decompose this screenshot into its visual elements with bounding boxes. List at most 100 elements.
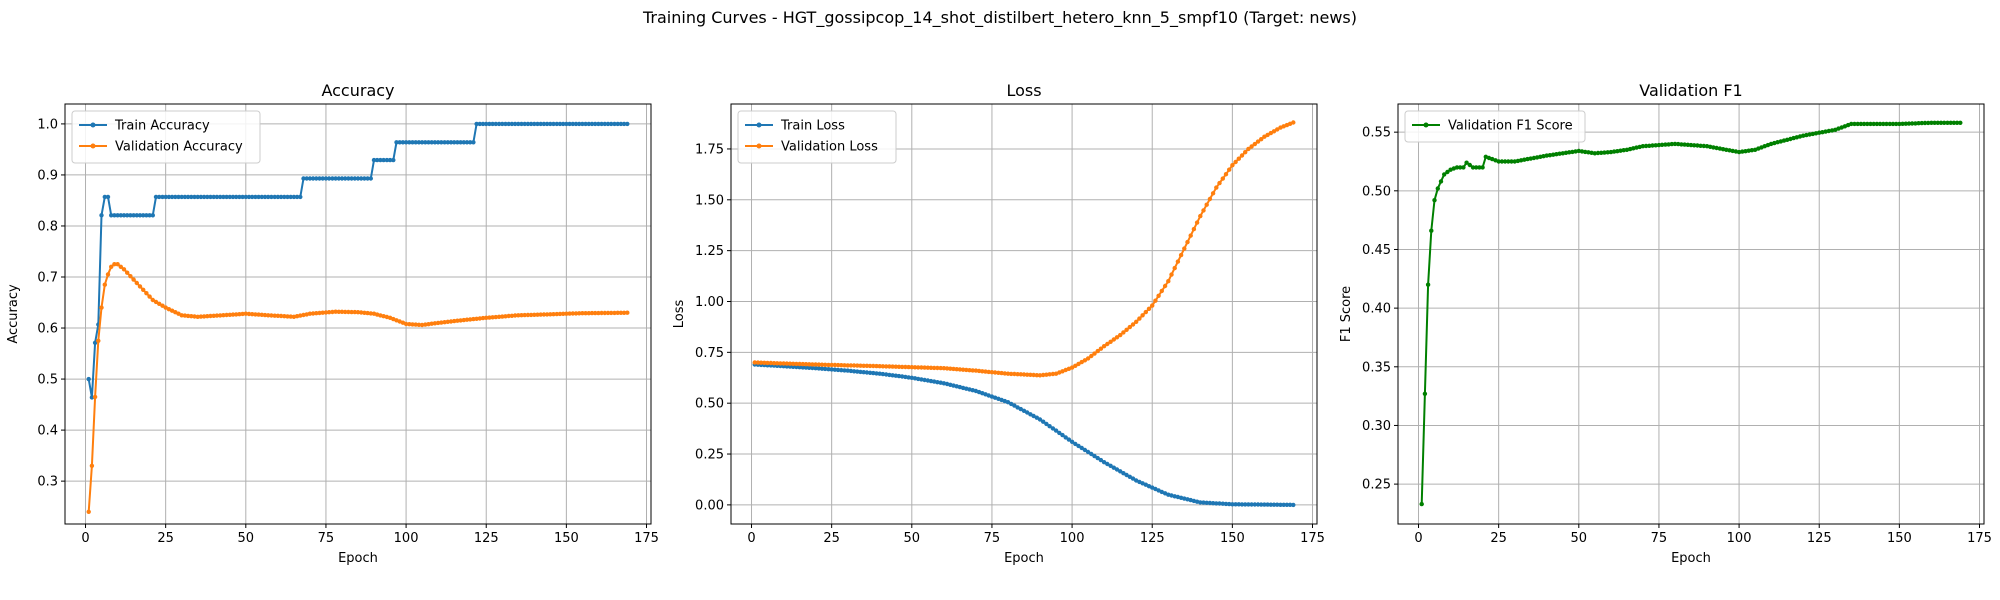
data-point	[877, 364, 882, 369]
data-point	[1647, 143, 1652, 148]
data-point	[755, 360, 761, 365]
data-point	[1884, 121, 1889, 127]
data-point	[458, 140, 463, 145]
y-tick-label: 1.00	[695, 295, 724, 310]
data-point	[131, 277, 136, 282]
data-point	[153, 194, 159, 200]
data-point	[1698, 143, 1703, 148]
data-point	[615, 121, 620, 127]
data-point	[1611, 149, 1617, 154]
data-point	[944, 366, 950, 371]
data-point	[1134, 319, 1139, 324]
data-point	[1121, 471, 1126, 476]
data-point	[1922, 120, 1928, 126]
data-point	[288, 194, 293, 200]
data-point	[855, 369, 860, 374]
data-point	[1890, 121, 1896, 127]
data-point	[137, 284, 143, 289]
data-point	[1855, 121, 1860, 127]
data-point	[445, 140, 450, 145]
data-point	[816, 362, 821, 367]
data-point	[583, 121, 588, 127]
data-point	[1227, 167, 1232, 172]
data-point	[490, 315, 495, 320]
data-point	[887, 372, 892, 378]
data-point	[605, 310, 611, 316]
data-point	[762, 360, 767, 365]
data-point	[596, 310, 601, 316]
data-point	[1900, 121, 1905, 127]
data-point	[1198, 500, 1203, 505]
chart-3: Validation F1 0 25 50 75 100 125 150 175 0.25 0.30…	[1339, 81, 1992, 566]
data-point	[989, 370, 995, 375]
data-point	[509, 121, 515, 127]
data-point	[125, 213, 130, 218]
data-point	[224, 312, 229, 318]
chart-title: Loss	[1006, 81, 1041, 100]
data-point	[1499, 159, 1505, 164]
data-point	[416, 140, 422, 145]
data-point	[1162, 283, 1168, 289]
data-point	[797, 361, 802, 367]
data-point	[538, 121, 543, 127]
data-point	[845, 363, 850, 368]
data-point	[1153, 298, 1158, 303]
data-point	[294, 194, 300, 200]
data-point	[102, 194, 108, 200]
data-point	[368, 311, 373, 316]
data-point	[1865, 121, 1870, 127]
data-point	[826, 362, 831, 368]
data-point	[147, 213, 152, 218]
data-point	[1098, 457, 1104, 463]
data-point	[403, 140, 409, 145]
data-point	[234, 312, 239, 317]
data-point	[1069, 365, 1075, 370]
data-point	[602, 310, 607, 316]
data-point	[1858, 121, 1864, 127]
data-point	[1929, 120, 1934, 126]
data-point	[861, 363, 866, 368]
data-point	[752, 360, 757, 365]
data-point	[253, 194, 258, 200]
data-point	[394, 140, 399, 145]
data-point	[317, 310, 322, 316]
data-point	[1897, 121, 1902, 127]
data-point	[1881, 121, 1886, 127]
data-point	[285, 194, 290, 200]
data-point	[1210, 501, 1216, 506]
data-point	[221, 313, 226, 318]
data-point	[900, 374, 905, 379]
data-point	[1852, 121, 1857, 127]
data-point	[548, 312, 553, 317]
data-point	[230, 312, 236, 317]
data-point	[1243, 502, 1248, 507]
data-point	[967, 368, 972, 373]
data-point	[544, 312, 550, 317]
series-validation-accuracy	[86, 262, 630, 514]
data-point	[109, 213, 114, 218]
data-point	[182, 313, 188, 318]
data-point	[1252, 141, 1258, 147]
data-point	[243, 311, 248, 316]
data-point	[810, 365, 815, 371]
data-point	[970, 368, 975, 373]
data-point	[874, 371, 879, 376]
data-point	[1284, 502, 1290, 507]
data-point	[403, 321, 409, 327]
data-point	[272, 313, 277, 318]
data-point	[1252, 502, 1258, 507]
data-point	[855, 363, 860, 368]
data-point	[464, 140, 470, 145]
data-point	[609, 310, 614, 316]
data-point	[86, 376, 91, 382]
data-point	[448, 319, 454, 324]
data-point	[1101, 460, 1107, 465]
data-point	[250, 194, 255, 200]
data-point	[221, 194, 226, 200]
data-point	[512, 313, 518, 318]
data-point	[1188, 233, 1193, 238]
data-point	[1422, 391, 1428, 396]
data-point	[506, 121, 511, 127]
y-axis-label: F1 Score	[1339, 286, 1354, 342]
y-tick-label: 0.5	[37, 373, 58, 388]
